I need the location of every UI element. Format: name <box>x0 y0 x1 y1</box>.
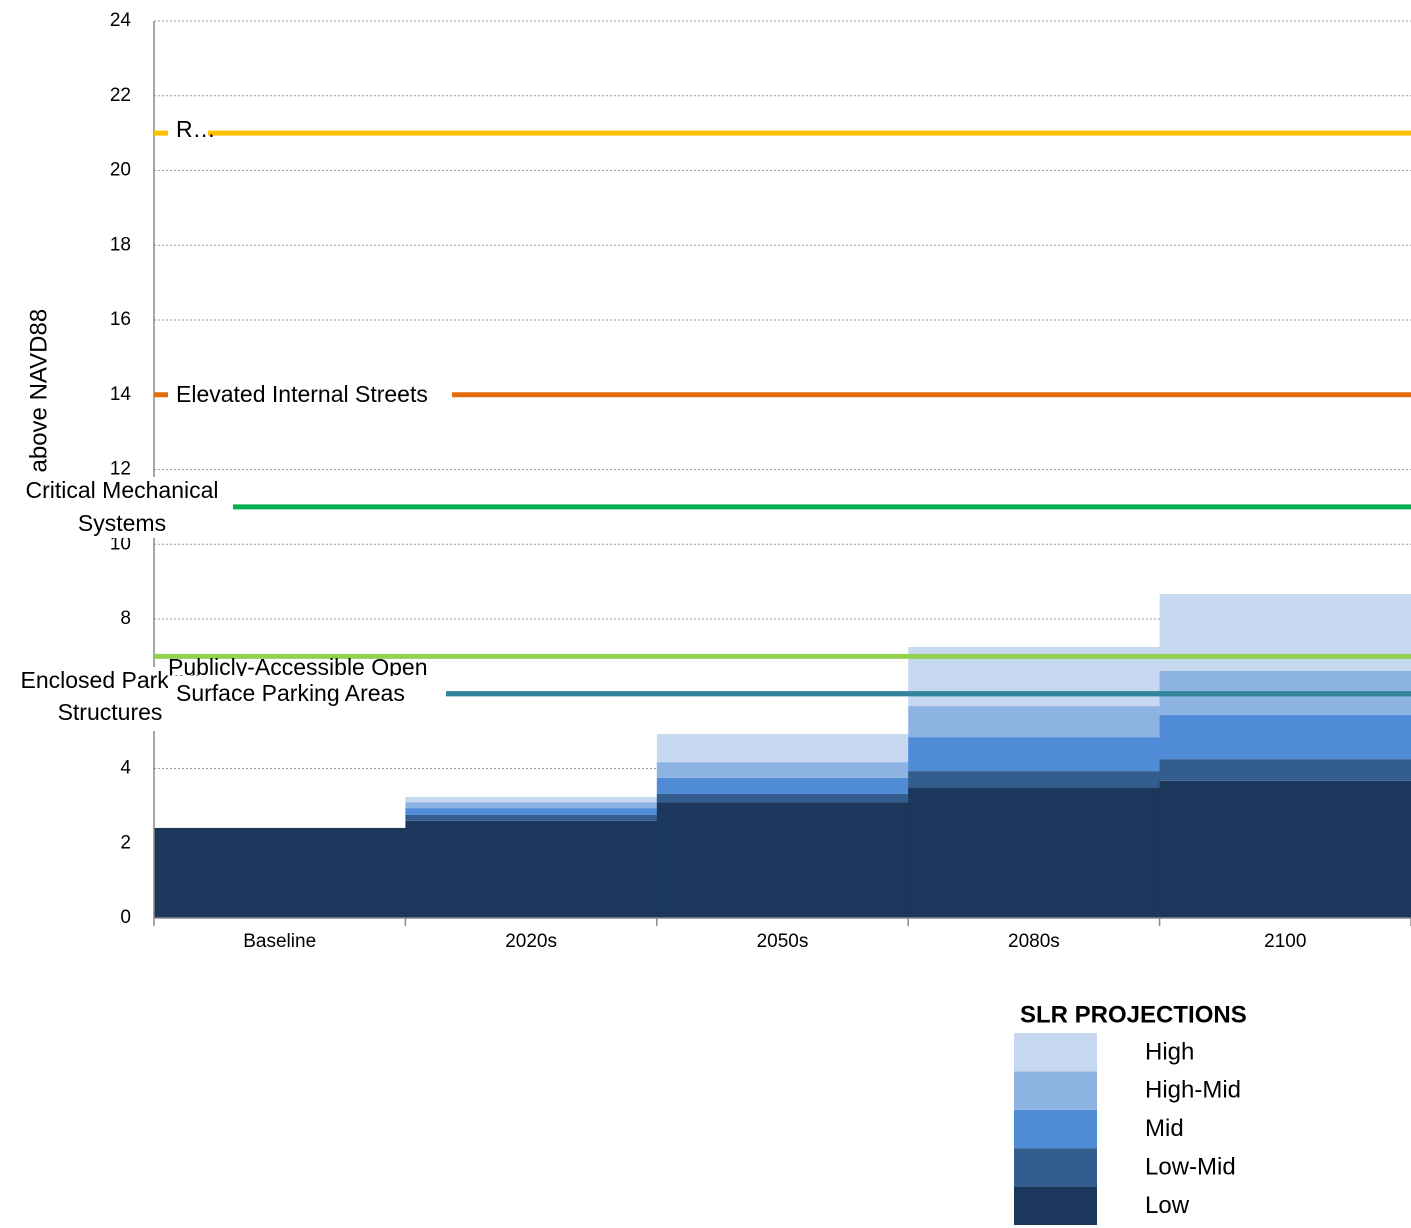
area-step <box>405 820 658 918</box>
threshold-label-bg <box>0 667 168 731</box>
area-step <box>1159 593 1411 671</box>
x-tick-label: 2020s <box>505 931 557 952</box>
area-step <box>908 771 1161 788</box>
area-step <box>405 802 658 809</box>
y-tick-label: 4 <box>120 758 131 779</box>
legend-label: Low-Mid <box>1145 1154 1236 1181</box>
area-step <box>656 802 909 918</box>
y-tick-label: 22 <box>110 85 131 106</box>
threshold-label-bg <box>168 114 208 148</box>
x-tick-label: 2050s <box>757 931 809 952</box>
y-tick-label: 16 <box>110 309 131 330</box>
legend-label: High-Mid <box>1145 1077 1241 1104</box>
threshold-label: Surface Parking Areas <box>176 680 405 706</box>
threshold-label: Elevated Internal Streets <box>176 381 428 407</box>
area-step <box>656 762 909 778</box>
legend-label: Mid <box>1145 1115 1184 1142</box>
threshold-label-bg <box>0 477 233 538</box>
area-step <box>656 777 909 794</box>
legend-swatch <box>1014 1109 1097 1149</box>
area-step <box>656 793 909 803</box>
y-tick-label: 12 <box>110 459 131 480</box>
area-step <box>405 796 658 803</box>
legend-swatch <box>1014 1148 1097 1187</box>
area-step <box>908 706 1161 738</box>
y-tick-label: 14 <box>110 384 132 405</box>
y-tick-label: 18 <box>110 234 131 255</box>
legend-swatch <box>1014 1071 1097 1110</box>
threshold-label: Publicly-Accessible Open <box>168 654 428 680</box>
area-step <box>1159 780 1411 918</box>
x-tick-label: Baseline <box>243 931 316 952</box>
x-tick-label: 2080s <box>1008 931 1060 952</box>
legend-label: Low <box>1145 1192 1190 1219</box>
threshold-label-bg <box>160 659 446 676</box>
y-tick-label: 24 <box>110 10 132 31</box>
legend-title: SLR PROJECTIONS <box>1020 1001 1247 1028</box>
legend-swatch <box>1014 1033 1097 1072</box>
x-tick-label: 2100 <box>1264 931 1306 952</box>
y-tick-label: 0 <box>120 907 131 928</box>
legend-label: High <box>1145 1038 1194 1065</box>
area-step <box>1159 759 1411 781</box>
y-tick-label: 20 <box>110 160 131 181</box>
y-tick-label: 8 <box>120 608 131 629</box>
area-step <box>1159 715 1411 760</box>
area-step <box>656 734 909 763</box>
y-tick-label: 2 <box>120 832 131 853</box>
threshold-label: Critical Mechanical Systems <box>25 477 218 536</box>
threshold-label-bg <box>168 676 446 712</box>
area-step <box>154 827 406 918</box>
area-step <box>908 787 1161 918</box>
area-step <box>908 737 1161 772</box>
area-step <box>405 808 658 815</box>
legend-swatch <box>1014 1186 1097 1225</box>
area-step <box>405 814 658 821</box>
y-tick-label: 10 <box>110 533 131 554</box>
threshold-label: R… <box>176 116 216 142</box>
threshold-label-bg <box>168 378 452 414</box>
